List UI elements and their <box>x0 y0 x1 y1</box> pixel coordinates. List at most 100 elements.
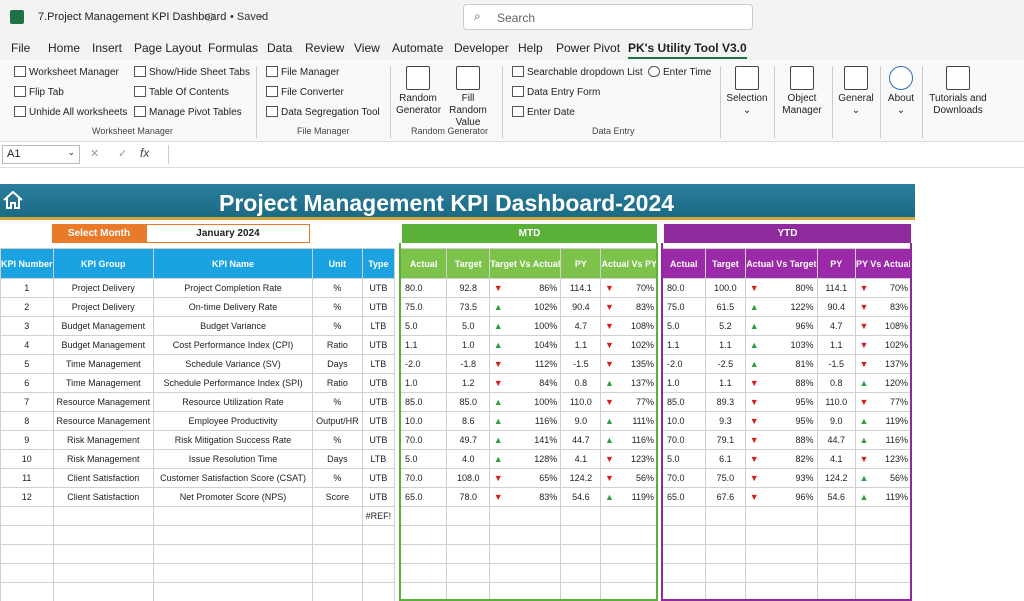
table-cell[interactable]: 1.1 <box>816 335 856 355</box>
table-cell[interactable]: 1.1 <box>662 335 706 355</box>
table-cell[interactable]: 90.4 <box>816 297 856 317</box>
table-cell[interactable]: 61.5 <box>704 297 747 317</box>
general-button[interactable]: General ⌄ <box>834 66 878 117</box>
table-cell[interactable]: % <box>312 316 363 336</box>
table-cell[interactable]: 1.1 <box>704 373 747 393</box>
table-cell[interactable]: -1.5 <box>816 354 856 374</box>
table-cell[interactable]: Output/HR <box>312 411 363 431</box>
table-cell[interactable]: 70.0 <box>399 468 448 488</box>
tab-power-pivot[interactable]: Power Pivot <box>556 41 621 55</box>
table-cell[interactable]: 75.0 <box>662 297 706 317</box>
table-cell[interactable]: ▲ 116% <box>489 411 562 431</box>
table-cell[interactable]: ▼ 137% <box>854 354 913 374</box>
table-cell[interactable]: -2.0 <box>662 354 706 374</box>
table-cell[interactable]: ▲ 100% <box>489 316 562 336</box>
table-cell[interactable]: ▼ 95% <box>745 392 818 412</box>
tab-file[interactable]: File <box>11 41 31 55</box>
enter-time-button[interactable]: Enter Time <box>648 66 711 78</box>
table-cell[interactable] <box>662 582 706 601</box>
table-cell[interactable]: 1.0 <box>662 373 706 393</box>
table-cell[interactable] <box>745 525 818 545</box>
table-cell[interactable]: UTB <box>361 278 396 298</box>
table-cell[interactable] <box>704 506 747 526</box>
table-cell[interactable]: ▲ 141% <box>489 430 562 450</box>
table-cell[interactable]: Resource Management <box>52 392 155 412</box>
table-cell[interactable] <box>52 563 155 583</box>
table-cell[interactable]: Schedule Performance Index (SPI) <box>153 373 313 393</box>
table-cell[interactable]: 10.0 <box>399 411 448 431</box>
table-cell[interactable]: 89.3 <box>704 392 747 412</box>
table-cell[interactable]: ▲ 100% <box>489 392 562 412</box>
table-cell[interactable] <box>153 563 313 583</box>
table-cell[interactable] <box>312 525 363 545</box>
chevron-down-icon[interactable]: ⌄ <box>257 10 265 20</box>
table-cell[interactable] <box>0 563 54 583</box>
table-cell[interactable]: ▲ 120% <box>854 373 913 393</box>
table-cell[interactable]: ▼ 88% <box>745 430 818 450</box>
table-cell[interactable] <box>854 582 913 601</box>
flip-tab-button[interactable]: Flip Tab <box>14 86 64 98</box>
table-cell[interactable]: Time Management <box>52 373 155 393</box>
table-cell[interactable]: Cost Performance Index (CPI) <box>153 335 313 355</box>
table-cell[interactable] <box>312 544 363 564</box>
table-cell[interactable] <box>745 563 818 583</box>
home-icon[interactable] <box>2 190 24 210</box>
table-cell[interactable]: ▼ 84% <box>489 373 562 393</box>
table-cell[interactable]: % <box>312 468 363 488</box>
data-segregation-button[interactable]: Data Segregation Tool <box>266 106 380 118</box>
table-cell[interactable]: 65.0 <box>399 487 448 507</box>
table-cell[interactable] <box>361 582 396 601</box>
table-cell[interactable]: ▼ 83% <box>854 297 913 317</box>
table-cell[interactable]: % <box>312 297 363 317</box>
table-cell[interactable] <box>662 563 706 583</box>
table-cell[interactable]: 65.0 <box>662 487 706 507</box>
table-cell[interactable]: ▼ 83% <box>489 487 562 507</box>
table-cell[interactable]: 1.0 <box>446 335 491 355</box>
table-cell[interactable]: 114.1 <box>560 278 602 298</box>
table-cell[interactable] <box>153 544 313 564</box>
table-cell[interactable]: 9.0 <box>816 411 856 431</box>
table-cell[interactable]: 5.0 <box>662 316 706 336</box>
table-cell[interactable]: ▼ 80% <box>745 278 818 298</box>
table-cell[interactable]: ▲ 128% <box>489 449 562 469</box>
table-cell[interactable]: 124.2 <box>560 468 602 488</box>
table-cell[interactable]: ▲ 96% <box>745 316 818 336</box>
table-cell[interactable] <box>0 506 54 526</box>
table-cell[interactable] <box>745 544 818 564</box>
tab-view[interactable]: View <box>354 41 380 55</box>
table-cell[interactable]: ▼ 135% <box>600 354 658 374</box>
table-cell[interactable]: 10 <box>0 449 54 469</box>
table-cell[interactable]: UTB <box>361 468 396 488</box>
table-cell[interactable] <box>361 544 396 564</box>
table-cell[interactable]: ▲ 119% <box>854 487 913 507</box>
enter-date-button[interactable]: Enter Date <box>512 106 575 118</box>
table-cell[interactable]: Budget Management <box>52 316 155 336</box>
table-cell[interactable]: Client Satisfaction <box>52 487 155 507</box>
table-cell[interactable]: -2.5 <box>704 354 747 374</box>
table-cell[interactable] <box>446 525 491 545</box>
table-cell[interactable]: Employee Productivity <box>153 411 313 431</box>
tab-automate[interactable]: Automate <box>392 41 444 55</box>
tab-review[interactable]: Review <box>305 41 345 55</box>
table-cell[interactable]: Net Promoter Score (NPS) <box>153 487 313 507</box>
table-cell[interactable] <box>816 525 856 545</box>
table-cell[interactable]: Client Satisfaction <box>52 468 155 488</box>
table-cell[interactable] <box>399 506 448 526</box>
table-cell[interactable] <box>816 506 856 526</box>
table-cell[interactable]: 0.8 <box>560 373 602 393</box>
table-cell[interactable]: ▼ 65% <box>489 468 562 488</box>
table-cell[interactable]: ▲ 102% <box>489 297 562 317</box>
table-cell[interactable]: Ratio <box>312 335 363 355</box>
table-cell[interactable]: Risk Management <box>52 449 155 469</box>
table-cell[interactable]: Budget Variance <box>153 316 313 336</box>
share-icon[interactable]: ⚇ <box>205 12 215 24</box>
table-cell[interactable] <box>704 563 747 583</box>
table-cell[interactable]: 80.0 <box>662 278 706 298</box>
table-cell[interactable]: 92.8 <box>446 278 491 298</box>
table-cell[interactable] <box>52 525 155 545</box>
table-cell[interactable]: 1 <box>0 278 54 298</box>
table-cell[interactable] <box>854 563 913 583</box>
table-cell[interactable]: 4.1 <box>560 449 602 469</box>
table-cell[interactable]: 4 <box>0 335 54 355</box>
table-cell[interactable]: ▼ 102% <box>600 335 658 355</box>
